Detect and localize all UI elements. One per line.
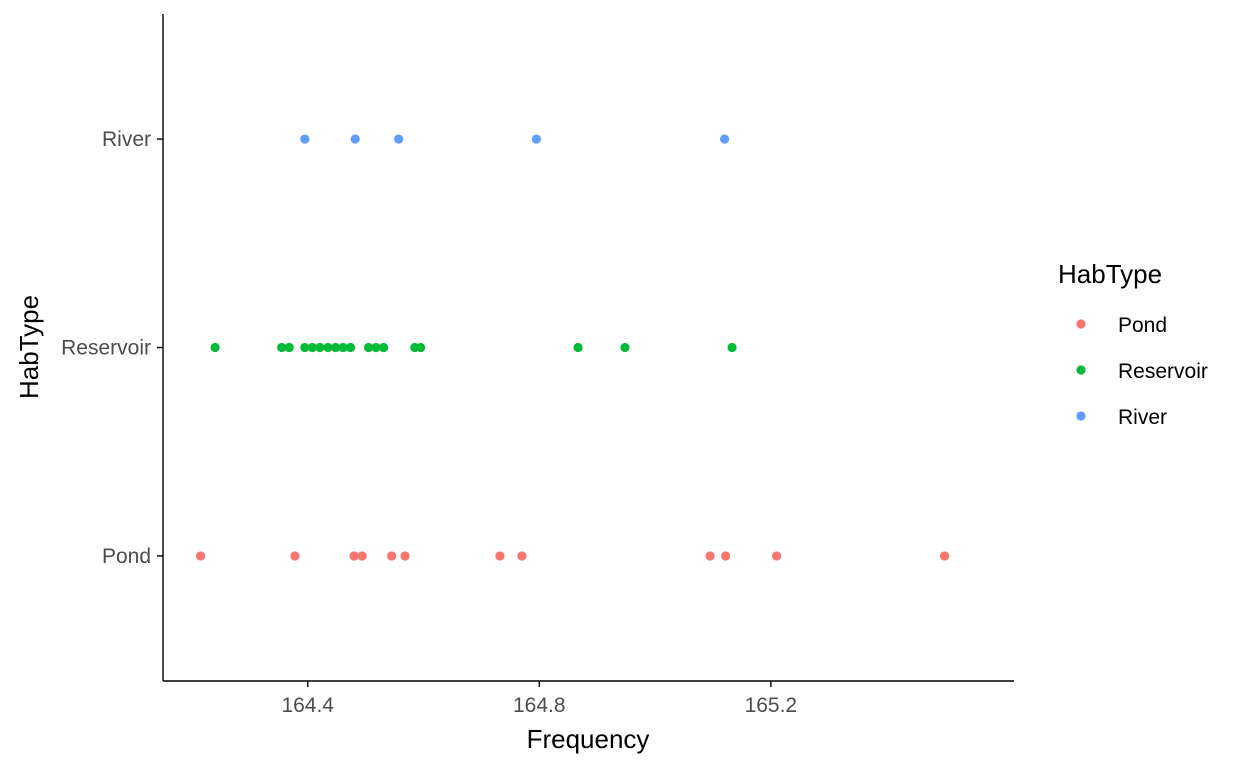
x-tick-label: 164.4 <box>281 694 334 717</box>
data-point-pond <box>772 551 782 561</box>
data-point-reservoir <box>620 342 630 353</box>
x-tick-label: 165.2 <box>745 694 798 717</box>
data-point-river <box>719 134 730 144</box>
data-point-reservoir <box>277 342 287 353</box>
data-point-pond <box>721 551 731 561</box>
data-point-reservoir <box>378 342 389 353</box>
data-point-reservoir <box>330 342 341 353</box>
data-point-pond <box>290 551 300 561</box>
data-point-pond <box>517 551 527 561</box>
y-ticks: Pond Reservoir River <box>61 128 163 568</box>
y-axis-title: HabType <box>14 295 44 399</box>
data-point-reservoir <box>307 342 317 353</box>
x-ticks: 164.4 164.8 165.2 <box>281 681 797 717</box>
y-tick-label: Reservoir <box>61 337 151 360</box>
data-point-pond <box>357 551 367 561</box>
data-point-river <box>300 134 310 144</box>
legend-label-river: River <box>1118 406 1167 429</box>
data-point-reservoir <box>345 342 356 353</box>
legend-key-reservoir <box>1076 365 1086 375</box>
x-tick-label: 164.8 <box>513 694 566 717</box>
data-point-reservoir <box>371 342 381 353</box>
data-points <box>196 134 950 561</box>
data-point-pond <box>705 551 715 561</box>
data-point-pond <box>495 551 505 561</box>
legend: HabType Pond Reservoir River <box>1058 259 1208 429</box>
data-point-pond <box>400 551 410 561</box>
data-point-reservoir <box>284 342 294 353</box>
data-point-reservoir <box>416 342 426 353</box>
data-point-pond <box>349 551 359 561</box>
data-point-reservoir <box>727 342 737 353</box>
data-point-reservoir <box>210 342 220 353</box>
data-point-reservoir <box>338 342 348 353</box>
data-point-river <box>531 134 541 144</box>
legend-label-pond: Pond <box>1118 314 1167 337</box>
legend-label-reservoir: Reservoir <box>1118 360 1208 383</box>
y-tick-label: River <box>102 128 151 151</box>
legend-title: HabType <box>1058 259 1162 289</box>
legend-key-pond <box>1076 319 1086 329</box>
x-axis-title: Frequency <box>527 724 650 754</box>
data-point-river <box>350 134 360 144</box>
data-point-reservoir <box>323 342 333 353</box>
data-point-pond <box>939 551 950 561</box>
data-point-reservoir <box>363 342 374 353</box>
legend-key-river <box>1076 411 1086 421</box>
data-point-pond <box>196 551 206 561</box>
data-point-reservoir <box>573 342 583 353</box>
data-point-reservoir <box>300 342 310 353</box>
y-tick-label: Pond <box>102 545 151 568</box>
data-point-pond <box>387 551 397 561</box>
data-point-reservoir <box>315 342 325 353</box>
data-point-river <box>394 134 404 144</box>
